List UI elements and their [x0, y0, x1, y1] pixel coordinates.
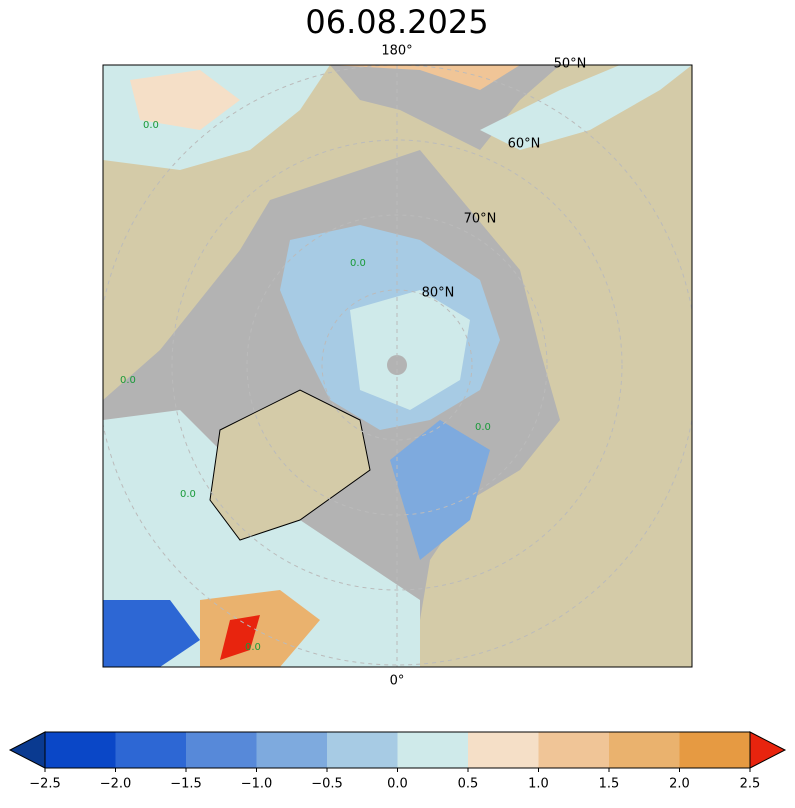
colorbar-tick-label: 1.5 — [599, 777, 620, 792]
colorbar-over — [749, 731, 787, 769]
graticule — [103, 65, 692, 667]
colorbar-bin — [538, 732, 610, 768]
colorbar-bin — [45, 732, 116, 768]
colorbar-tick-label: −2.0 — [100, 777, 132, 792]
colorbar-tick-label: 2.0 — [669, 777, 690, 792]
colorbar-bin — [186, 732, 257, 768]
colorbar-tick-label: 0.0 — [387, 777, 408, 792]
colorbar-bin — [256, 732, 328, 768]
sea-ice-edge — [330, 65, 560, 150]
colorbar-tick-label: 0.5 — [458, 777, 479, 792]
anomaly — [130, 70, 240, 130]
colorbar-bin — [115, 732, 187, 768]
title: 06.08.2025 — [305, 3, 488, 41]
colorbar-bin — [397, 732, 469, 768]
colorbar-bin — [468, 732, 539, 768]
atlantic-north — [480, 65, 692, 150]
colorbar: −2.5 −2.0 −1.5 −1.0 −0.5 0.0 0.5 1.0 1.5 2.0 2.5 — [8, 731, 787, 792]
parallel-label: 70°N — [464, 212, 497, 227]
colorbar-bin — [327, 732, 398, 768]
contour-label: 0.0 — [350, 258, 366, 269]
colorbar-tick-label: 2.5 — [740, 777, 761, 792]
anomaly — [330, 65, 520, 90]
map: 180° 0° 50°N 60°N 70°N 80°N 0.0 0.0 0.0 … — [102, 44, 693, 689]
parallel-label: 60°N — [508, 137, 541, 152]
parallel-label: 50°N — [554, 57, 587, 72]
colorbar-bin — [679, 732, 751, 768]
colorbar-tick-label: −1.5 — [170, 777, 202, 792]
greenland — [209, 389, 371, 541]
north-atlantic — [103, 410, 420, 667]
contour-label: 0.0 — [475, 422, 491, 433]
anomaly — [103, 600, 200, 667]
contour-label: 0.0 — [143, 120, 159, 131]
anomaly — [390, 420, 490, 560]
colorbar-tick-label: −1.0 — [241, 777, 273, 792]
colorbar-tick-label: −2.5 — [29, 777, 61, 792]
central-arctic — [350, 290, 470, 410]
contour-label: 0.0 — [120, 375, 136, 386]
colorbar-tick-label: −0.5 — [311, 777, 343, 792]
contour-label: 0.0 — [180, 489, 196, 500]
meridian-label: 180° — [381, 44, 412, 59]
colorbar-tick-label: 1.0 — [528, 777, 549, 792]
colorbar-under — [8, 731, 46, 769]
meridian-label: 0° — [390, 674, 405, 689]
parallel-label: 80°N — [422, 286, 455, 301]
colorbar-bin — [609, 732, 680, 768]
contour-label: 0.0 — [245, 642, 261, 653]
map-frame — [102, 64, 693, 668]
